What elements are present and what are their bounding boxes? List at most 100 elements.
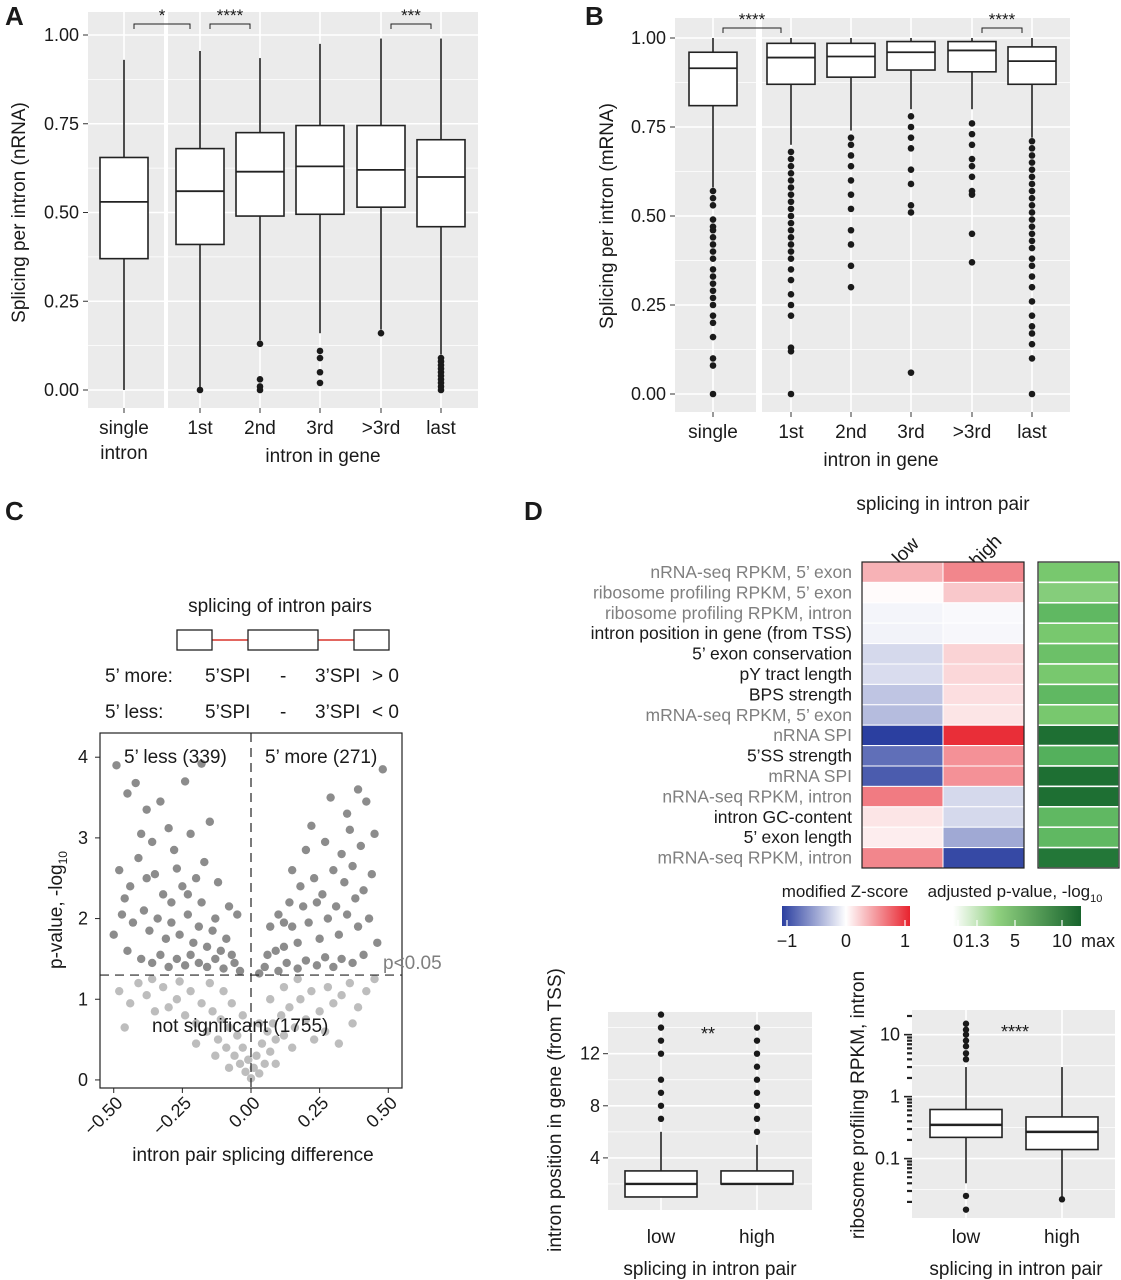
sig-point: [331, 902, 341, 911]
y-tick-label: 1.00: [44, 25, 79, 45]
exon-1: [176, 629, 213, 651]
panel-d-bottom-left: 4 8 12 low high ** splicing in intron pair intr…: [545, 968, 812, 1280]
outlier-point: [1028, 216, 1036, 223]
pvalue-cell: [1037, 806, 1120, 828]
heatmap-frame: [861, 561, 1025, 869]
sig-point: [301, 956, 311, 965]
sig-point: [227, 950, 236, 960]
ns-point: [238, 1011, 247, 1020]
outlier-point: [787, 155, 795, 163]
ns-point: [208, 1007, 217, 1016]
x-tick-label: low: [647, 1227, 676, 1248]
box: [356, 124, 406, 208]
pvalue-cell: [1037, 642, 1120, 665]
pvalue-cell: [1037, 561, 1120, 584]
sig-point: [216, 946, 225, 956]
significance-label: ****: [989, 10, 1016, 29]
sig-point: [274, 910, 283, 919]
heat-cell-low: [861, 847, 944, 869]
outlier-point: [1028, 237, 1036, 245]
outlier-point: [657, 1024, 665, 1031]
x-tick-label: 1st: [187, 418, 213, 439]
outlier-point: [1028, 159, 1036, 166]
sig-point: [224, 902, 234, 911]
feature-label: 5’ exon conservation: [692, 644, 852, 664]
sig-point: [287, 922, 297, 931]
feature-label: 5’ exon length: [744, 827, 852, 847]
sig-point: [156, 797, 165, 806]
outlier-point: [968, 120, 976, 127]
sig-point: [112, 761, 121, 770]
significance-label: ****: [1001, 1022, 1029, 1042]
sig-point: [353, 785, 363, 794]
y-axis-title: intron position in gene (from TSS): [545, 968, 566, 1252]
sig-point: [161, 934, 171, 943]
pvalue-cell: [1037, 744, 1120, 767]
y-tick-label: 8: [590, 1096, 600, 1116]
sig-point: [202, 942, 212, 952]
outlier-point: [1028, 355, 1036, 362]
significance-bracket: [390, 23, 432, 29]
outlier-point: [787, 312, 795, 319]
sig-point: [197, 759, 206, 768]
sig-point: [145, 926, 154, 935]
rule-less-label: 5’ less:: [105, 702, 163, 723]
outlier-point: [709, 280, 717, 287]
pvalue-cell: [1037, 826, 1120, 849]
ns-point: [227, 999, 236, 1008]
heat-cell-high: [942, 806, 1025, 828]
sig-point: [348, 861, 357, 871]
outlier-point: [1028, 137, 1036, 145]
outlier-point: [847, 226, 855, 234]
rule-less-cmp: < 0: [372, 702, 399, 723]
sig-point: [142, 874, 151, 883]
y-tick-label: 0.75: [44, 114, 79, 134]
y-tick-label: 0.50: [631, 206, 666, 226]
sig-point: [205, 817, 215, 826]
sig-point: [312, 898, 322, 907]
sig-point: [287, 865, 297, 875]
significance-label: **: [701, 1024, 715, 1044]
outlier-point: [787, 266, 795, 273]
sig-point: [323, 914, 333, 923]
outlier-point: [847, 205, 855, 213]
x-tick-label: high: [739, 1227, 775, 1248]
outlier-point: [787, 169, 795, 177]
panel-b: 0.00 0.25 0.50 0.75 1.00 single 1st 2nd 3rd >3rd l…: [597, 10, 1070, 471]
sig-point: [312, 961, 322, 970]
pvalue-cell: [1037, 683, 1120, 706]
outlier-point: [657, 1011, 665, 1018]
heat-cell-high: [942, 683, 1025, 706]
outlier-point: [256, 376, 264, 383]
outlier-point: [1028, 323, 1036, 330]
outlier-point: [709, 194, 717, 202]
pvalue-cell: [1037, 622, 1120, 645]
feature-label: mRNA-seq RPKM, 5’ exon: [646, 705, 853, 725]
ns-point: [337, 991, 346, 1000]
annotation-5-less: 5’ less (339): [124, 747, 227, 768]
rule-less-a: 5’SPI: [205, 702, 250, 723]
sig-point: [183, 890, 193, 899]
pvalue-frame: [1037, 561, 1120, 869]
y-tick-label: 0.00: [44, 380, 79, 400]
outlier-point: [787, 212, 795, 220]
sig-point: [293, 938, 302, 947]
sig-point: [301, 845, 311, 855]
heat-cell-low: [861, 561, 944, 583]
ns-point: [191, 1039, 201, 1048]
y-axis-title: p-value, -log10: [46, 851, 70, 969]
ns-point: [147, 974, 157, 984]
ns-point: [323, 982, 333, 992]
outlier-point: [196, 386, 204, 394]
sig-point: [348, 958, 357, 968]
x-tick-label: −0.50: [80, 1093, 126, 1139]
ns-point: [252, 1051, 261, 1060]
sig-point: [208, 926, 217, 935]
ns-point: [222, 1043, 231, 1052]
sig-point: [142, 805, 151, 814]
pvalue-cell: [1037, 846, 1120, 869]
ns-point: [180, 1011, 190, 1020]
outlier-point: [787, 276, 795, 284]
box: [826, 42, 876, 78]
x-tick-label: 2nd: [244, 418, 276, 439]
